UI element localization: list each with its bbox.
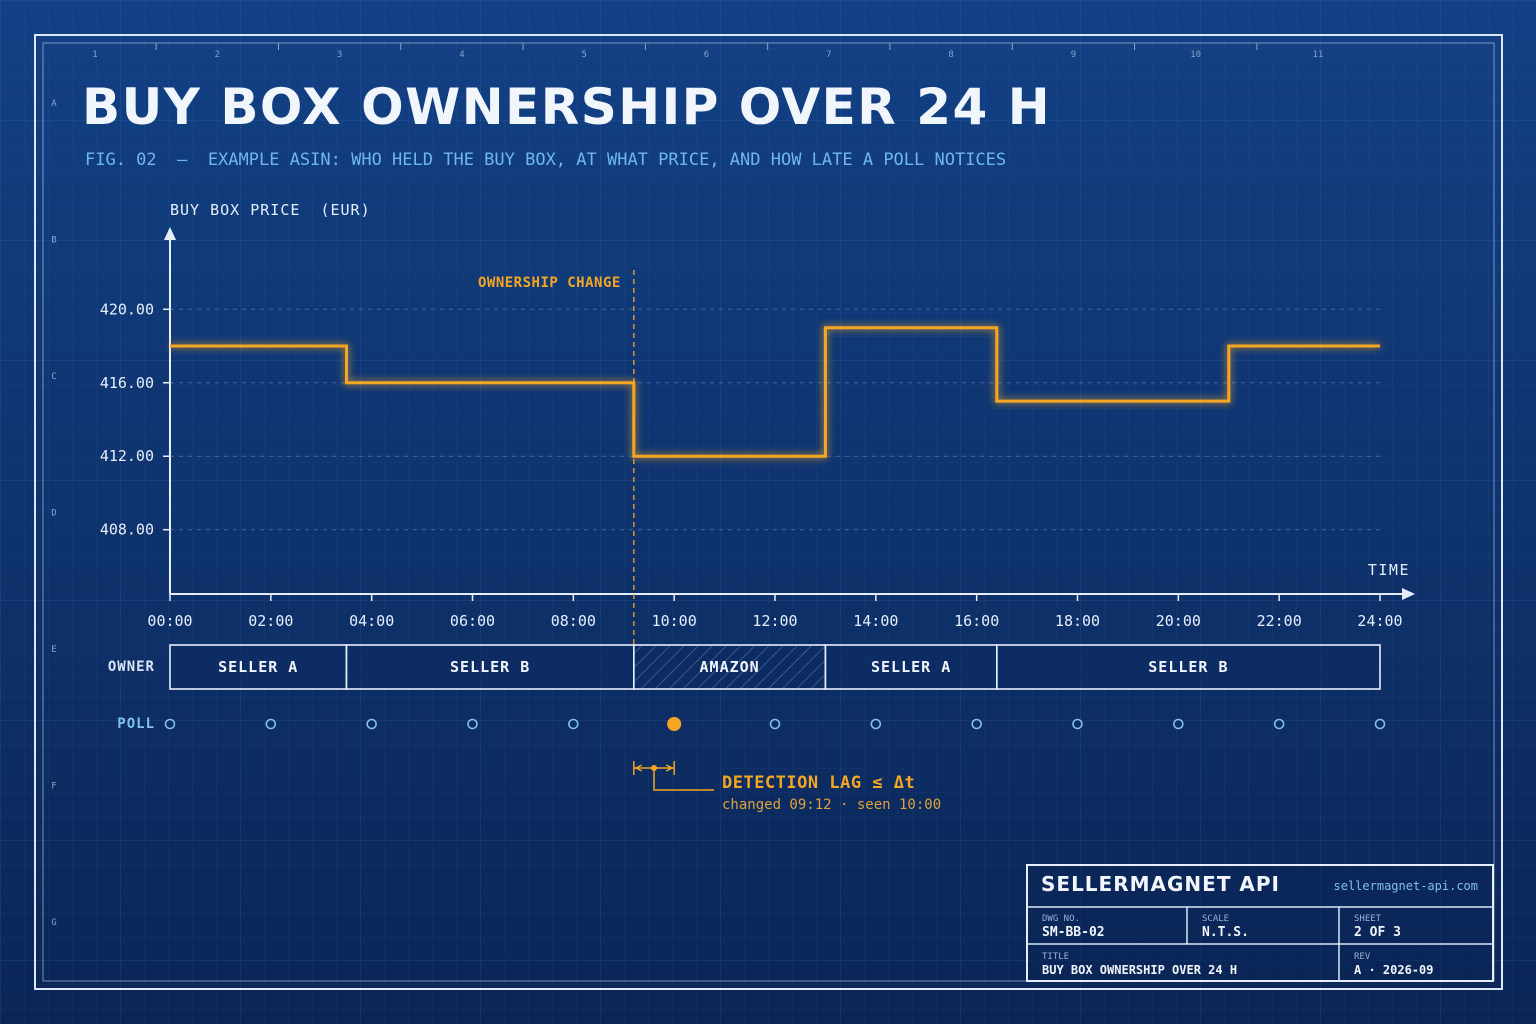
frame-column-label: 9 [1071,50,1076,60]
outer-frame [34,34,1503,990]
y-tick-label: 412.00 [100,447,154,465]
x-tick-label: 18:00 [1055,612,1100,630]
lag-arrow-left [634,764,643,772]
poll-marker [1273,718,1285,730]
y-axis-arrow [164,227,176,240]
poll-marker [870,718,882,730]
company-website: sellermagnet-api.com [1334,879,1479,893]
poll-marker [568,718,579,730]
poll-marker [1173,718,1184,730]
y-tick-labels: 408.00 412.00 416.00 420.00 [100,300,154,538]
poll-marker [1374,718,1386,730]
owner-row-label: OWNER [108,659,155,675]
lag-leader-line [653,768,714,791]
x-tick-labels: 00:00 02:00 04:00 06:00 08:00 10:00 12:00 14:00… [147,594,1403,630]
figure-subtitle: FIG. 02 — EXAMPLE ASIN: WHO HELD THE BUY… [85,150,1006,170]
rev-label: REV [1354,952,1371,962]
frame-row-label: F [51,782,56,792]
block-title-value: BUY BOX OWNERSHIP OVER 24 H [1042,963,1237,977]
frame-column-label: 7 [826,50,831,60]
owner-segment-label: SELLER A [218,658,298,676]
frame-row-label: D [51,509,56,519]
price-step-line [170,326,1380,458]
page-title: BUY BOX OWNERSHIP OVER 24 H [82,78,1051,136]
x-tick-label: 16:00 [954,612,999,630]
frame-column-label: 4 [459,50,464,60]
y-axis-label: BUY BOX PRICE (EUR) [170,201,371,219]
frame-row-label: B [51,236,56,246]
x-axis-label: TIME [1368,561,1410,579]
x-tick-label: 12:00 [752,612,797,630]
axes [164,227,1415,600]
frame-row-label: A [51,99,57,109]
frame-column-label: 5 [581,50,586,60]
poll-marker [467,718,478,730]
frame-row-labels: A B C D E F G [51,99,57,928]
x-tick-label: 22:00 [1257,612,1302,630]
poll-marker [265,718,277,730]
price-series [170,326,1380,458]
x-tick-label: 08:00 [551,612,596,630]
frame-column-ticks [155,43,1258,50]
x-tick-label: 20:00 [1156,612,1201,630]
sheet-value: 2 OF 3 [1354,925,1401,940]
detection-lag-detail: changed 09:12 · seen 10:00 [722,797,941,813]
ownership-change-label: OWNERSHIP CHANGE [478,275,621,291]
x-tick-label: 02:00 [248,612,293,630]
rev-value: A · 2026-09 [1354,963,1433,977]
poll-marker [769,718,781,730]
y-tick-label: 416.00 [100,374,154,392]
poll-marker [164,718,176,730]
poll-marker [1072,718,1083,730]
detection-lag [633,761,714,791]
frame-row-label: C [51,372,56,382]
frame-column-label: 2 [215,50,220,60]
scale-label: SCALE [1202,914,1229,924]
owner-segment-label: SELLER A [871,658,951,676]
poll-markers [164,717,1386,731]
lag-arrow-right [665,764,674,772]
poll-row-label: POLL [117,716,155,732]
frame-column-label: 8 [948,50,953,60]
scale-value: N.T.S. [1202,925,1249,940]
owner-segment-hatch [634,646,825,688]
company-name: SELLERMAGNET API [1041,872,1280,896]
poll-marker-detected [667,717,682,731]
dwg-no-value: SM-BB-02 [1042,925,1105,940]
frame-row-label: E [51,645,56,655]
x-tick-label: 06:00 [450,612,495,630]
dwg-no-label: DWG NO. [1042,914,1080,924]
title-block: SELLERMAGNET API sellermagnet-api.com DW… [1026,864,1494,982]
detection-lag-title: DETECTION LAG ≤ Δt [722,773,915,793]
frame-column-label: 6 [704,50,709,60]
frame-column-label: 1 [92,50,97,60]
owner-segment-label: SELLER B [450,658,530,676]
block-title-label: TITLE [1042,952,1069,962]
owner-segment [824,644,998,690]
sheet-label: SHEET [1354,914,1382,924]
ownership-change-annotation: OWNERSHIP CHANGE [478,270,635,690]
owner-segment-label: SELLER B [1148,658,1228,676]
y-tick-label: 420.00 [100,300,154,318]
poll-marker [971,718,982,730]
poll-marker [366,718,377,730]
x-tick-label: 00:00 [147,612,192,630]
inner-frame [42,42,1495,982]
x-tick-label: 14:00 [853,612,898,630]
frame-column-labels: 1 2 3 4 5 6 7 8 9 10 11 [92,50,1323,60]
x-tick-label: 04:00 [349,612,394,630]
y-tick-label: 408.00 [100,521,154,539]
frame-row-label: G [51,918,56,928]
x-tick-label: 10:00 [652,612,697,630]
owner-segment [996,644,1381,690]
frame-column-label: 3 [337,50,342,60]
x-axis-arrow [1402,588,1415,600]
owner-band: SELLER A SELLER B AMAZON SELLER A SELLER B [169,644,1381,690]
x-tick-label: 24:00 [1357,612,1402,630]
owner-segment-label: AMAZON [700,658,760,676]
frame-column-label: 10 [1190,50,1201,60]
frame-column-label: 11 [1313,50,1324,60]
